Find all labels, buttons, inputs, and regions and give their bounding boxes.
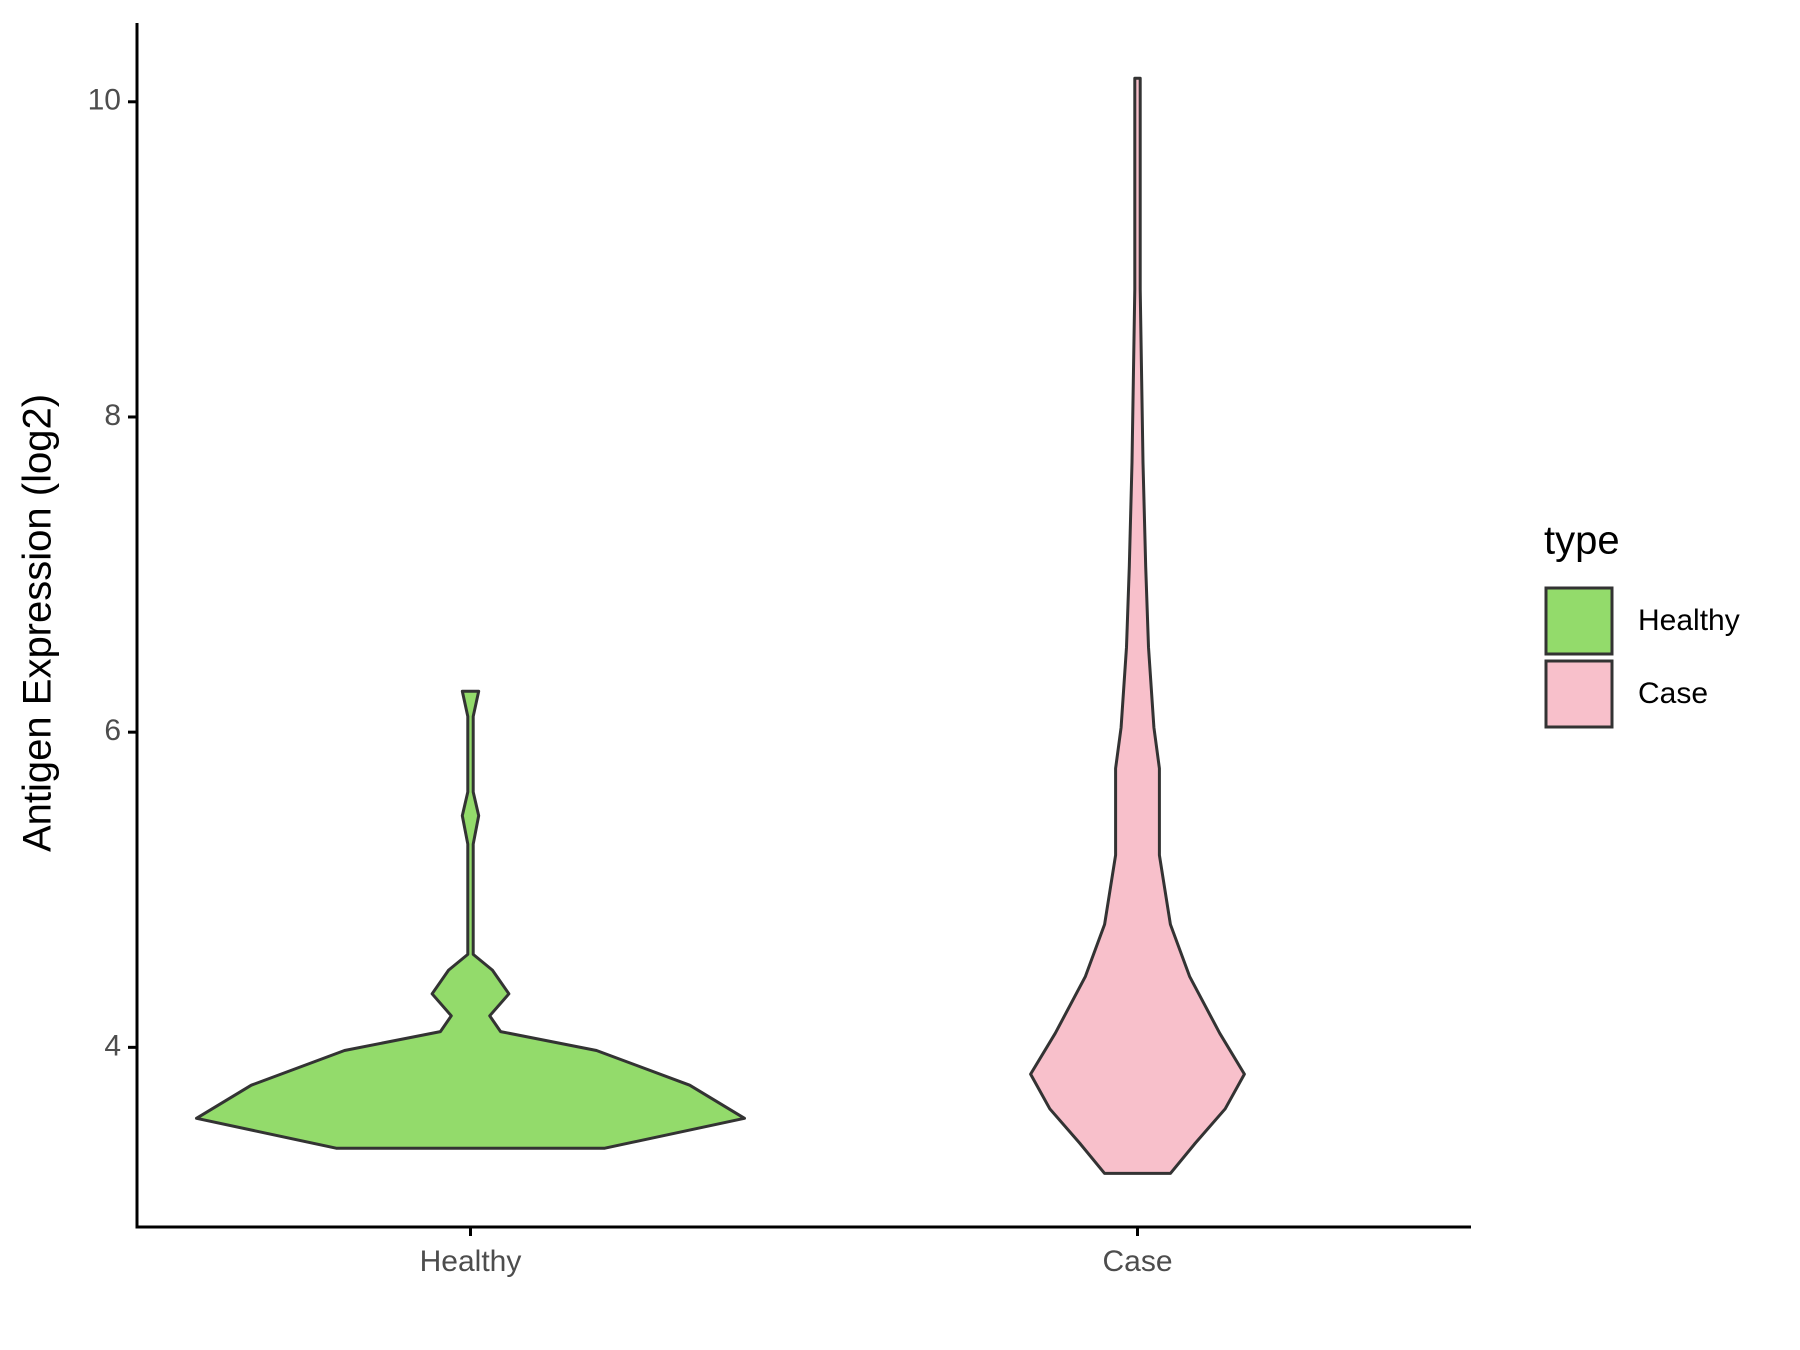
y-tick-label: 10 — [88, 84, 121, 117]
legend-key — [1544, 586, 1614, 656]
legend-title: type — [1544, 519, 1620, 563]
legend-label: Case — [1638, 677, 1708, 710]
y-tick-label: 4 — [104, 1029, 121, 1062]
x-tick-label: Healthy — [420, 1245, 522, 1278]
violin — [195, 689, 746, 1150]
legend-key — [1544, 659, 1614, 729]
y-tick-label: 8 — [104, 399, 121, 432]
y-tick-label: 6 — [104, 714, 121, 747]
violin — [1029, 76, 1246, 1175]
y-axis-title: Antigen Expression (log2) — [16, 394, 60, 852]
x-tick-label: Case — [1102, 1245, 1172, 1278]
legend-label: Healthy — [1638, 604, 1740, 637]
